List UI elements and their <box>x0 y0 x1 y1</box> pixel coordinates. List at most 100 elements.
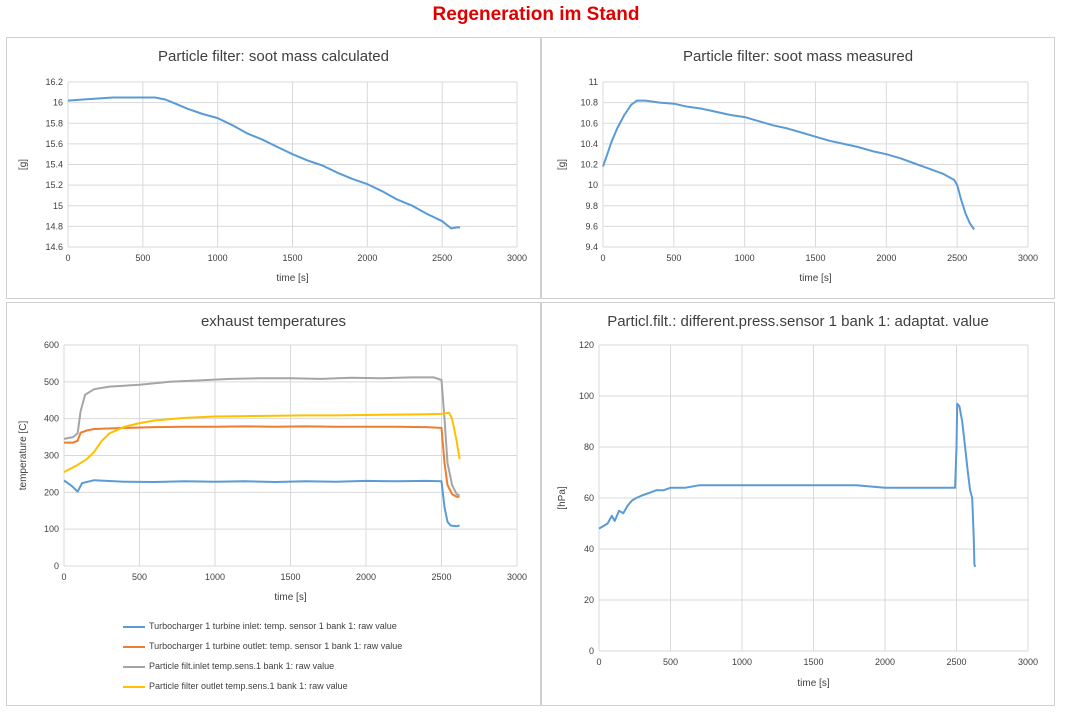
legend-swatch <box>123 665 145 668</box>
y-tick-label: 10.4 <box>580 139 598 149</box>
x-tick-label: 1000 <box>735 253 755 263</box>
chart-title: Particle filter: soot mass calculated <box>158 48 389 65</box>
y-tick-label: 9.6 <box>585 221 598 231</box>
x-tick-label: 3000 <box>1018 657 1038 667</box>
chart-title: Particle filter: soot mass measured <box>682 48 914 65</box>
legend-swatch <box>123 685 145 688</box>
chart-panel-diff-pressure: Particl.filt.: different.press.sensor 1 … <box>541 302 1055 706</box>
y-tick-label: 16 <box>53 98 63 108</box>
y-tick-label: 10 <box>588 180 598 190</box>
x-tick-label: 500 <box>132 572 147 582</box>
y-tick-label: 16.2 <box>45 77 63 87</box>
series-line-1 <box>64 425 460 498</box>
page-title: Regeneration im Stand <box>432 4 640 25</box>
legend-label: Particle filter outlet temp.sens.1 bank … <box>149 681 348 691</box>
legend-label: Particle filt.inlet temp.sens.1 bank 1: … <box>149 661 335 671</box>
y-tick-label: 500 <box>44 377 59 387</box>
x-tick-label: 0 <box>600 253 605 263</box>
y-tick-label: 10.8 <box>580 98 598 108</box>
x-tick-label: 1500 <box>803 657 823 667</box>
y-tick-label: 100 <box>579 391 594 401</box>
chart-diff-pressure: 0 20 40 60 80 100 120 0 500 1000 1500 2000 2500 3000 t… <box>557 340 1038 689</box>
chart-panel-soot-calculated: Particle filter: soot mass calculated 14… <box>6 37 541 299</box>
legend-swatch <box>123 645 145 648</box>
y-tick-label: 14.8 <box>45 221 63 231</box>
x-tick-label: 500 <box>663 657 678 667</box>
x-tick-label: 500 <box>135 253 150 263</box>
x-axis-label: time [s] <box>797 678 829 689</box>
y-tick-label: 120 <box>579 340 594 350</box>
x-tick-label: 3000 <box>507 253 527 263</box>
y-tick-label: 10.6 <box>580 118 598 128</box>
x-axis-label: time [s] <box>276 273 308 284</box>
series-line-0 <box>67 96 461 230</box>
x-tick-label: 2500 <box>431 572 451 582</box>
y-tick-label: 11 <box>589 77 598 87</box>
x-axis-label: time [s] <box>799 273 831 284</box>
y-tick-label: 9.8 <box>585 201 598 211</box>
y-tick-label: 0 <box>589 646 594 656</box>
x-tick-label: 0 <box>596 657 601 667</box>
chart-title: Particl.filt.: different.press.sensor 1 … <box>607 313 989 330</box>
series-line-3 <box>63 411 461 473</box>
chart-legend: Turbocharger 1 turbine inlet: temp. sens… <box>123 621 523 701</box>
chart-soot-calculated: 14.6 14.8 15 15.2 15.4 15.6 15.8 16 16.2 0 500 1000… <box>18 77 527 284</box>
chart-title: exhaust temperatures <box>200 313 347 330</box>
series-line-0 <box>598 402 977 568</box>
x-tick-label: 3000 <box>507 572 527 582</box>
x-tick-label: 1500 <box>282 253 302 263</box>
x-tick-label: 0 <box>61 572 66 582</box>
x-tick-label: 1000 <box>732 657 752 667</box>
y-axis-label: temperature [C] <box>18 421 29 491</box>
x-tick-label: 3000 <box>1018 253 1038 263</box>
y-tick-label: 9.4 <box>585 242 598 252</box>
y-tick-label: 15.4 <box>45 160 63 170</box>
x-tick-label: 2500 <box>432 253 452 263</box>
x-tick-label: 2500 <box>947 253 967 263</box>
y-tick-label: 60 <box>584 493 594 503</box>
chart-panel-exhaust-temperatures: exhaust temperatures 0 100 200 300 400 500 600… <box>6 302 541 706</box>
series-line-0 <box>63 479 460 528</box>
y-tick-label: 15.2 <box>45 180 63 190</box>
y-tick-label: 20 <box>584 595 594 605</box>
y-tick-label: 15 <box>53 201 63 211</box>
x-tick-label: 1500 <box>805 253 825 263</box>
legend-item: Particle filt.inlet temp.sens.1 bank 1: … <box>123 661 334 671</box>
legend-label: Turbocharger 1 turbine outlet: temp. sen… <box>149 641 403 651</box>
x-axis-label: time [s] <box>274 592 306 603</box>
y-tick-label: 80 <box>584 442 594 452</box>
y-axis-label: [g] <box>557 159 568 170</box>
y-tick-label: 14.6 <box>45 242 63 252</box>
chart-panel-soot-measured: Particle filter: soot mass measured 9.4 9… <box>541 37 1055 299</box>
x-tick-label: 1000 <box>208 253 228 263</box>
x-tick-label: 1500 <box>280 572 300 582</box>
legend-item: Turbocharger 1 turbine outlet: temp. sen… <box>123 641 402 651</box>
legend-swatch <box>123 625 145 628</box>
y-tick-label: 40 <box>584 544 594 554</box>
series-line-0 <box>602 99 976 231</box>
chart-exhaust-temperatures: 0 100 200 300 400 500 600 0 500 1000 1500 2000 2500 3… <box>18 340 527 603</box>
y-axis-label: [g] <box>18 159 29 170</box>
legend-item: Turbocharger 1 turbine inlet: temp. sens… <box>123 621 397 631</box>
chart-soot-measured: 9.4 9.6 9.8 10 10.2 10.4 10.6 10.8 11 0 500 1000 150… <box>557 77 1038 284</box>
y-tick-label: 0 <box>54 561 59 571</box>
y-tick-label: 100 <box>44 524 59 534</box>
x-tick-label: 500 <box>666 253 681 263</box>
x-tick-label: 2000 <box>357 253 377 263</box>
legend-item: Particle filter outlet temp.sens.1 bank … <box>123 681 348 691</box>
x-tick-label: 2500 <box>946 657 966 667</box>
y-tick-label: 300 <box>44 451 59 461</box>
y-axis-label: [hPa] <box>557 486 568 510</box>
x-tick-label: 2000 <box>876 253 896 263</box>
y-tick-label: 15.6 <box>45 139 63 149</box>
x-tick-label: 1000 <box>205 572 225 582</box>
legend-label: Turbocharger 1 turbine inlet: temp. sens… <box>149 621 397 631</box>
x-tick-label: 2000 <box>875 657 895 667</box>
series-line-2 <box>63 376 460 497</box>
y-tick-label: 400 <box>44 414 59 424</box>
x-tick-label: 2000 <box>356 572 376 582</box>
y-tick-label: 600 <box>44 340 59 350</box>
y-tick-label: 10.2 <box>580 160 598 170</box>
x-tick-label: 0 <box>65 253 70 263</box>
y-tick-label: 200 <box>44 487 59 497</box>
